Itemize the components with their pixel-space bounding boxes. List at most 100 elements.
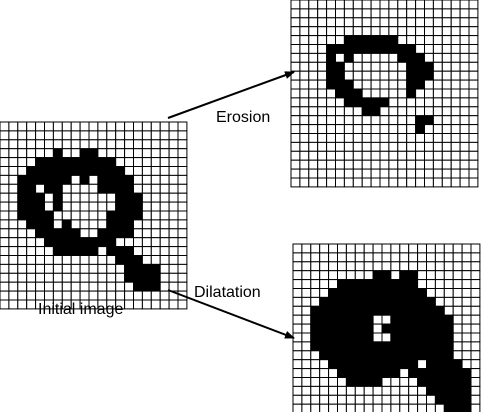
pixel-off [88,290,99,301]
pixel-off [335,17,345,28]
pixel-off [470,243,481,254]
pixel-off [88,281,99,292]
pixel-off [301,279,312,290]
pixel-off [343,133,354,143]
pixel-off [8,299,19,310]
pixel-on [406,61,417,72]
pixel-off [417,270,428,281]
erosion-label: Erosion [216,109,271,126]
pixel-off [379,52,390,63]
pixel-off [8,130,19,141]
pixel-off [343,17,354,28]
pixel-off [372,252,383,263]
pixel-off [133,237,143,248]
pixel-off [345,252,356,263]
pixel-on [417,341,428,352]
pixel-off [432,168,443,179]
pixel-off [390,270,401,281]
pixel-off [159,272,170,283]
pixel-off [443,279,454,290]
pixel-off [177,148,188,159]
pixel-on [61,228,72,239]
pixel-off [301,270,312,281]
pixel-on [361,44,372,54]
pixel-off [470,261,481,272]
pixel-off [397,124,408,134]
pixel-off [443,296,454,307]
pixel-off [106,139,117,150]
pixel-on [363,288,374,298]
pixel-on [326,44,337,54]
pixel-off [415,168,426,179]
pixel-off [308,106,319,117]
pixel-off [415,133,426,143]
pixel-off [97,139,108,150]
pixel-off [337,243,347,254]
pixel-off [177,272,188,283]
pixel-off [88,130,99,141]
pixel-off [26,246,37,257]
pixel-on [390,368,401,379]
pixel-off [459,26,470,37]
pixel-off [290,52,301,63]
pixel-off [44,255,54,265]
pixel-off [388,8,399,19]
pixel-off [352,159,363,170]
pixel-on [343,35,354,45]
pixel-off [363,394,374,405]
pixel-off [379,177,390,188]
pixel-on [388,35,399,45]
pixel-off [397,168,408,179]
pixel-off [408,403,419,412]
pixel-off [115,121,126,132]
pixel-off [133,290,143,301]
pixel-off [415,8,426,19]
pixel-on [363,359,374,370]
pixel-off [381,261,392,272]
pixel-off [308,159,319,170]
pixel-off [168,192,179,203]
pixel-off [470,394,481,405]
pixel-off [133,219,143,230]
pixel-off [370,141,381,152]
pixel-off [0,157,10,168]
pixel-on [381,341,392,352]
pixel-off [441,97,452,108]
pixel-off [415,17,426,28]
pixel-off [441,177,452,188]
pixel-on [124,228,134,239]
pixel-on [26,219,37,230]
pixel-off [461,305,472,316]
pixel-off [432,44,443,54]
pixel-off [452,243,463,254]
pixel-off [17,290,28,301]
pixel-off [417,385,428,396]
pixel-off [361,88,372,99]
pixel-on [133,192,143,203]
pixel-on [434,368,445,379]
pixel-on [106,174,117,185]
pixel-off [17,228,28,239]
pixel-off [0,299,10,310]
pixel-on [97,166,108,176]
pixel-off [424,79,434,90]
pixel-off [177,237,188,248]
pixel-on [44,166,54,176]
pixel-off [326,35,337,45]
pixel-on [379,44,390,54]
pixel-off [168,281,179,292]
pixel-on [461,403,472,412]
pixel-off [319,385,330,396]
pixel-off [459,115,470,126]
pixel-off [468,52,479,63]
pixel-on [115,219,126,230]
pixel-off [328,270,339,281]
pixel-on [417,350,428,361]
pixel-off [335,106,345,117]
pixel-on [352,88,363,99]
pixel-on [363,350,374,361]
pixel-off [399,368,410,379]
pixel-on [17,201,28,212]
pixel-off [441,115,452,126]
pixel-off [44,281,54,292]
